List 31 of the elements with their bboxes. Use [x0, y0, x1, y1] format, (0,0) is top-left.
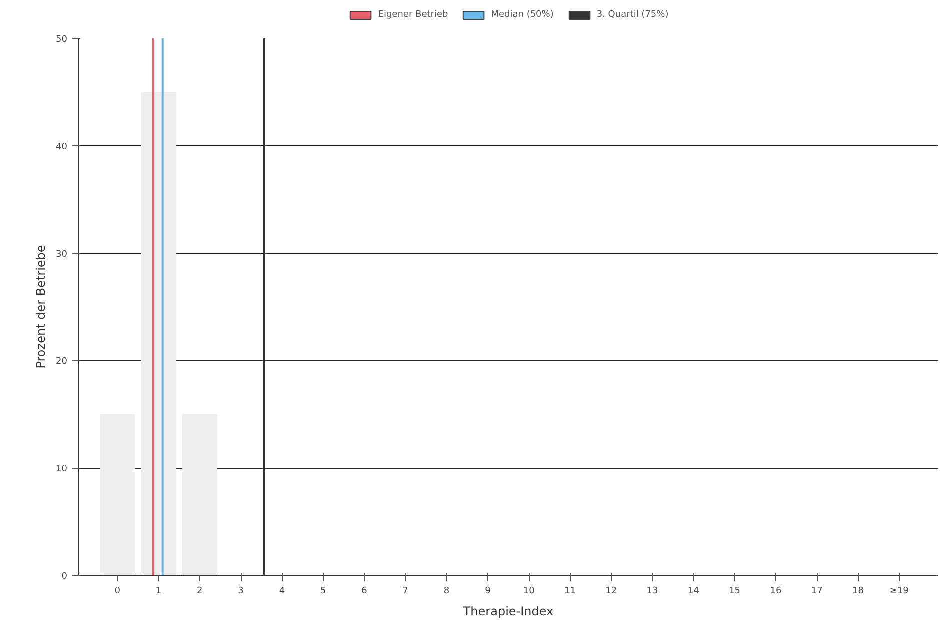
x-tick-label: 2: [197, 586, 203, 596]
x-tick-label: 6: [362, 586, 368, 596]
x-tick-label: 14: [688, 586, 700, 596]
y-tick-label: 20: [56, 357, 68, 368]
y-tick-label: 50: [56, 35, 68, 45]
y-tick-label: 0: [62, 572, 68, 582]
x-tick-label: 15: [729, 586, 741, 596]
y-axis-title: Prozent der Betriebe: [34, 245, 48, 369]
legend-label: Median (50%): [491, 10, 554, 20]
x-tick-label: 8: [444, 586, 450, 596]
y-tick-label: 40: [56, 142, 68, 152]
legend-label: 3. Quartil (75%): [596, 10, 669, 20]
x-tick-label: 9: [485, 586, 492, 596]
x-tick-label: 4: [279, 586, 286, 596]
x-tick-label: ≥19: [890, 586, 910, 596]
x-tick-label: 0: [114, 586, 121, 596]
x-tick-label: 1: [156, 586, 162, 596]
x-tick-label: 16: [770, 586, 782, 596]
x-tick-label: 3: [238, 586, 244, 596]
x-tick-label: 12: [606, 586, 618, 596]
x-tick-label: 18: [852, 586, 864, 596]
x-tick-label: 10: [523, 586, 536, 596]
y-tick-label: 30: [56, 250, 68, 260]
x-tick-label: 13: [646, 586, 658, 596]
x-tick-label: 7: [402, 586, 408, 596]
x-tick-label: 17: [811, 586, 823, 596]
x-tick-label: 11: [564, 586, 576, 596]
legend-label: Eigener Betrieb: [378, 10, 448, 20]
x-tick-label: 5: [320, 586, 326, 596]
x-axis-title: Therapie-Index: [462, 604, 554, 618]
y-tick-label: 10: [56, 464, 68, 475]
